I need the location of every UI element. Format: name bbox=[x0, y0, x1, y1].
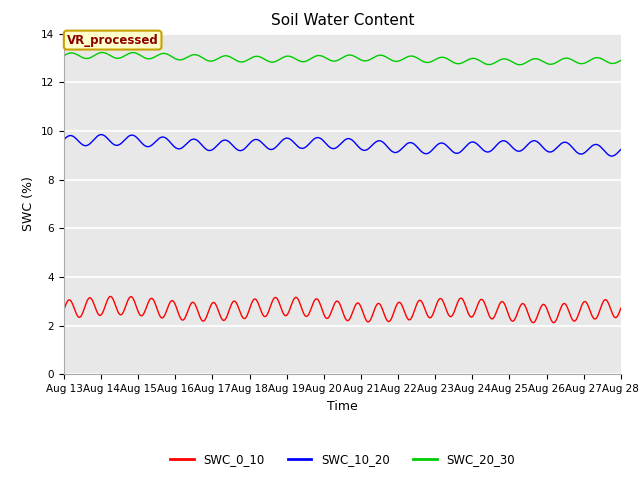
SWC_20_30 bbox=[287, 54, 295, 60]
SWC_0_10 bbox=[440, 301, 448, 307]
SWC_0_10 bbox=[291, 296, 298, 301]
Line: SWC_10_20: SWC_10_20 bbox=[64, 134, 621, 156]
Text: VR_processed: VR_processed bbox=[67, 34, 159, 47]
SWC_10_20 bbox=[608, 153, 616, 159]
SWC_20_30 bbox=[440, 55, 448, 60]
SWC_10_20 bbox=[617, 146, 625, 152]
Line: SWC_20_30: SWC_20_30 bbox=[64, 52, 621, 65]
SWC_0_10 bbox=[617, 305, 625, 311]
SWC_20_30 bbox=[516, 62, 524, 68]
SWC_10_20 bbox=[60, 137, 68, 143]
SWC_20_30 bbox=[617, 58, 625, 63]
SWC_0_10 bbox=[269, 298, 276, 303]
SWC_20_30 bbox=[99, 49, 106, 55]
SWC_0_10 bbox=[60, 307, 68, 312]
Legend: SWC_0_10, SWC_10_20, SWC_20_30: SWC_0_10, SWC_10_20, SWC_20_30 bbox=[165, 448, 520, 471]
SWC_20_30 bbox=[92, 52, 100, 58]
SWC_0_10 bbox=[92, 306, 100, 312]
SWC_10_20 bbox=[291, 140, 298, 146]
SWC_10_20 bbox=[287, 137, 295, 143]
SWC_10_20 bbox=[92, 134, 100, 140]
SWC_0_10 bbox=[107, 294, 115, 300]
SWC_20_30 bbox=[269, 59, 276, 65]
X-axis label: Time: Time bbox=[327, 400, 358, 413]
SWC_20_30 bbox=[291, 55, 298, 61]
SWC_10_20 bbox=[440, 141, 448, 147]
SWC_20_30 bbox=[60, 53, 68, 59]
SWC_0_10 bbox=[287, 302, 295, 308]
Y-axis label: SWC (%): SWC (%) bbox=[22, 177, 35, 231]
Line: SWC_0_10: SWC_0_10 bbox=[64, 297, 621, 323]
Title: Soil Water Content: Soil Water Content bbox=[271, 13, 414, 28]
SWC_10_20 bbox=[179, 144, 187, 150]
SWC_0_10 bbox=[529, 320, 537, 325]
SWC_10_20 bbox=[97, 132, 105, 137]
SWC_0_10 bbox=[179, 317, 187, 323]
SWC_10_20 bbox=[269, 146, 276, 152]
SWC_20_30 bbox=[179, 56, 187, 62]
